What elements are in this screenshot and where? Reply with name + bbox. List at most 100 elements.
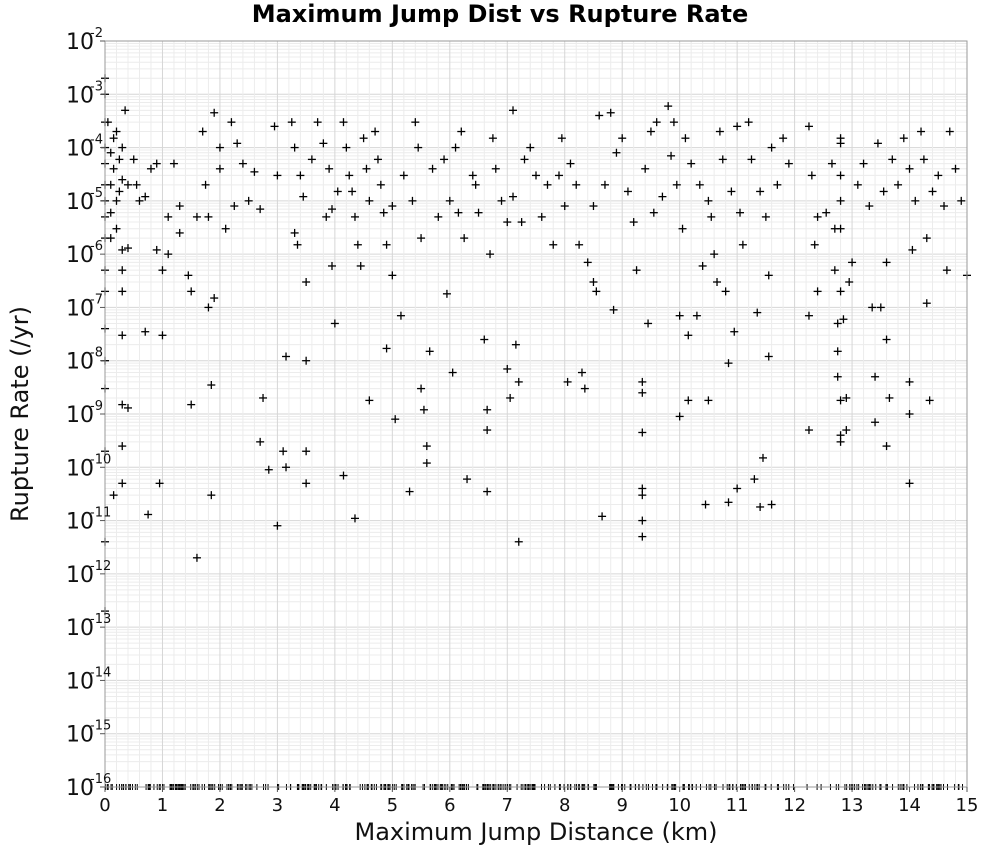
data-point	[129, 155, 138, 164]
data-point	[118, 442, 127, 451]
data-point	[560, 202, 569, 211]
data-point	[514, 537, 523, 546]
data-point	[681, 134, 690, 143]
data-point	[692, 311, 701, 320]
data-point	[684, 331, 693, 340]
data-point	[330, 319, 339, 328]
data-point	[270, 122, 279, 131]
data-point	[333, 187, 342, 196]
data-point	[922, 299, 931, 308]
data-point	[132, 180, 141, 189]
data-point	[836, 224, 845, 233]
chart-title: Maximum Jump Dist vs Rupture Rate	[252, 0, 749, 28]
data-point	[135, 196, 144, 205]
data-point	[773, 180, 782, 189]
data-point	[488, 134, 497, 143]
y-tick-label-base: 10	[66, 403, 94, 428]
data-point	[606, 108, 615, 117]
data-point	[273, 171, 282, 180]
data-point	[169, 159, 178, 168]
data-point	[192, 553, 201, 562]
data-point	[486, 250, 495, 259]
data-point	[577, 368, 586, 377]
data-point	[672, 180, 681, 189]
data-point	[833, 372, 842, 381]
data-point	[836, 287, 845, 296]
data-point	[483, 426, 492, 435]
data-point	[396, 311, 405, 320]
data-point	[566, 159, 575, 168]
data-point	[618, 134, 627, 143]
data-point	[118, 266, 127, 275]
data-point	[554, 171, 563, 180]
data-point	[667, 151, 676, 160]
data-point	[738, 240, 747, 249]
data-point	[419, 405, 428, 414]
x-tick-label: 0	[99, 795, 110, 816]
data-point	[733, 122, 742, 131]
data-point	[417, 234, 426, 243]
data-point	[503, 218, 512, 227]
data-point	[365, 196, 374, 205]
data-point	[454, 208, 463, 217]
y-tick-label-exp: -4	[90, 133, 103, 148]
data-point	[687, 159, 696, 168]
y-tick-label-base: 10	[66, 776, 94, 801]
y-tick-label-exp: -13	[90, 612, 111, 627]
data-point	[715, 127, 724, 136]
x-tick-label: 5	[387, 795, 398, 816]
data-point	[327, 205, 336, 214]
data-point	[836, 437, 845, 446]
data-point	[112, 127, 121, 136]
data-point	[756, 502, 765, 511]
data-point	[483, 405, 492, 414]
data-point	[451, 143, 460, 152]
data-point	[756, 187, 765, 196]
data-point	[730, 327, 739, 336]
data-point	[695, 180, 704, 189]
data-point	[842, 426, 851, 435]
data-point	[839, 315, 848, 324]
data-point	[460, 234, 469, 243]
data-point	[187, 400, 196, 409]
x-tick-label: 14	[898, 795, 921, 816]
data-point	[256, 205, 265, 214]
data-point	[210, 294, 219, 303]
data-point	[353, 240, 362, 249]
data-point	[526, 143, 535, 152]
data-point	[871, 418, 880, 427]
data-point	[873, 139, 882, 148]
data-point	[422, 442, 431, 451]
data-point	[595, 111, 604, 120]
y-tick-label-base: 10	[66, 669, 94, 694]
data-point	[911, 196, 920, 205]
data-point	[638, 428, 647, 437]
data-point	[882, 442, 891, 451]
y-tick-label-exp: -6	[90, 239, 103, 254]
x-tick-label: 10	[668, 795, 691, 816]
data-point	[144, 510, 153, 519]
data-point	[106, 208, 115, 217]
data-point	[155, 479, 164, 488]
data-point	[925, 396, 934, 405]
data-point	[325, 164, 334, 173]
data-point	[118, 400, 127, 409]
data-point	[638, 532, 647, 541]
data-point	[804, 122, 813, 131]
y-tick-label-exp: -5	[90, 186, 103, 201]
data-point	[356, 261, 365, 270]
data-point	[557, 134, 566, 143]
data-point	[141, 327, 150, 336]
data-point	[882, 335, 891, 344]
data-point	[457, 127, 466, 136]
data-point	[638, 491, 647, 500]
y-tick-label-exp: -14	[90, 665, 111, 680]
data-point	[905, 410, 914, 418]
data-point	[583, 258, 592, 267]
data-point	[908, 245, 917, 254]
data-point	[123, 180, 132, 189]
data-point	[842, 393, 851, 402]
data-point	[233, 139, 242, 148]
data-point	[342, 143, 351, 152]
